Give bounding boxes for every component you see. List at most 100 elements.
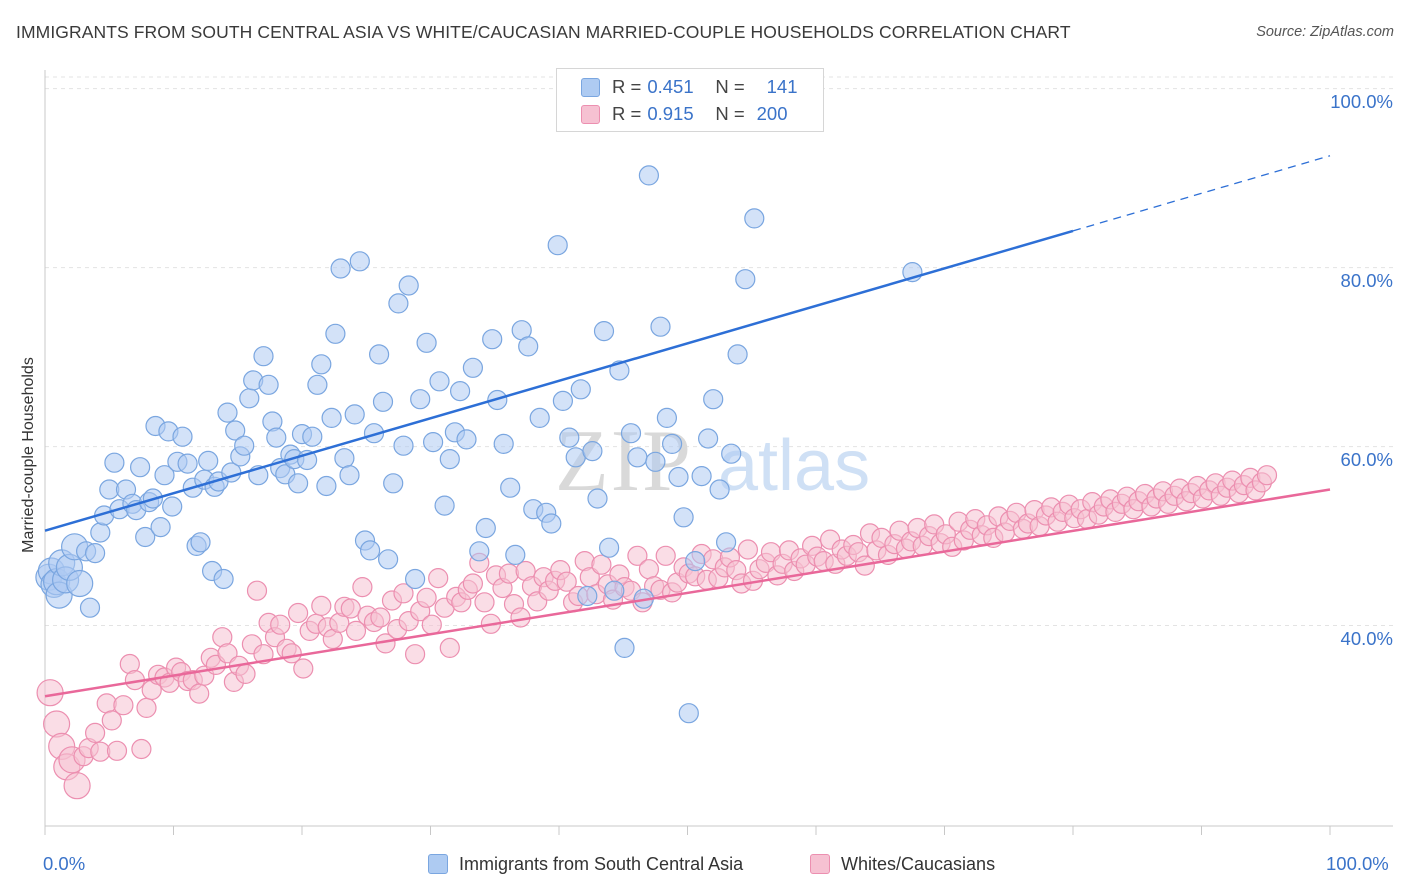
data-point-south-central-asia bbox=[627, 447, 648, 468]
data-point-south-central-asia bbox=[198, 450, 219, 471]
data-point-south-central-asia bbox=[416, 332, 437, 353]
data-point-south-central-asia bbox=[334, 448, 355, 469]
data-point-whites-caucasians bbox=[352, 576, 373, 598]
data-point-south-central-asia bbox=[177, 453, 198, 474]
data-point-south-central-asia bbox=[475, 517, 496, 539]
data-point-south-central-asia bbox=[727, 344, 748, 365]
data-point-south-central-asia bbox=[604, 580, 625, 601]
data-point-south-central-asia bbox=[172, 426, 193, 447]
data-point-whites-caucasians bbox=[556, 571, 577, 592]
data-point-whites-caucasians bbox=[246, 580, 268, 601]
legend-r-value-pink: 0.915 bbox=[647, 103, 694, 124]
x-tick-label-min: 0.0% bbox=[43, 853, 86, 874]
data-point-south-central-asia bbox=[213, 568, 234, 590]
data-point-south-central-asia bbox=[685, 550, 706, 572]
data-point-south-central-asia bbox=[190, 532, 211, 553]
data-point-south-central-asia bbox=[316, 475, 337, 497]
data-point-whites-caucasians bbox=[416, 587, 437, 608]
trendline-whites-caucasians bbox=[44, 488, 1331, 698]
bottom-legend-pink: Whites/Caucasians bbox=[810, 851, 995, 877]
y-tick-label: 60.0% bbox=[1340, 448, 1393, 470]
data-point-south-central-asia bbox=[79, 597, 101, 618]
data-point-south-central-asia bbox=[744, 208, 765, 229]
data-point-south-central-asia bbox=[434, 495, 455, 516]
data-point-whites-caucasians bbox=[462, 573, 483, 594]
data-point-south-central-asia bbox=[349, 251, 370, 272]
data-point-south-central-asia bbox=[529, 407, 550, 428]
data-point-whites-caucasians bbox=[474, 592, 495, 613]
data-point-whites-caucasians bbox=[370, 607, 391, 628]
data-point-south-central-asia bbox=[398, 275, 419, 296]
data-point-south-central-asia bbox=[668, 466, 689, 488]
legend-r-value-blue: 0.451 bbox=[647, 76, 694, 97]
correlation-legend: R = 0.451 N = 141 R = 0.915 N = 200 bbox=[556, 68, 824, 132]
data-point-south-central-asia bbox=[150, 516, 171, 538]
bottom-legend-blue: Immigrants from South Central Asia bbox=[428, 851, 743, 877]
data-point-south-central-asia bbox=[321, 407, 342, 428]
data-point-south-central-asia bbox=[450, 381, 471, 402]
data-point-whites-caucasians bbox=[311, 595, 332, 617]
data-point-south-central-asia bbox=[369, 344, 390, 365]
data-point-south-central-asia bbox=[673, 507, 694, 528]
data-point-whites-caucasians bbox=[113, 695, 134, 716]
trendline-south-central-asia bbox=[44, 229, 1074, 532]
data-point-south-central-asia bbox=[234, 435, 255, 456]
data-point-south-central-asia bbox=[266, 427, 287, 448]
data-point-whites-caucasians bbox=[96, 693, 117, 714]
bottom-legend-swatch-pink bbox=[810, 854, 830, 874]
source-credit: Source: ZipAtlas.com bbox=[1256, 24, 1394, 40]
data-point-whites-caucasians bbox=[253, 644, 274, 665]
data-point-south-central-asia bbox=[570, 379, 591, 400]
data-point-whites-caucasians bbox=[345, 620, 367, 642]
legend-n-value-pink: 200 bbox=[756, 103, 788, 124]
data-point-south-central-asia bbox=[462, 357, 483, 378]
data-point-whites-caucasians bbox=[428, 567, 449, 589]
data-point-south-central-asia bbox=[423, 432, 444, 453]
data-point-south-central-asia bbox=[469, 541, 490, 562]
legend-row-pink: R = 0.915 N = 200 bbox=[581, 102, 788, 126]
data-point-south-central-asia bbox=[721, 443, 742, 464]
data-point-south-central-asia bbox=[691, 466, 712, 487]
x-tick-label-max: 100.0% bbox=[1326, 853, 1389, 874]
data-point-whites-caucasians bbox=[131, 738, 152, 760]
y-axis-label: Married-couple Households bbox=[20, 357, 37, 553]
data-point-south-central-asia bbox=[339, 465, 360, 486]
data-point-south-central-asia bbox=[518, 336, 539, 357]
data-point-whites-caucasians bbox=[136, 697, 157, 719]
data-point-south-central-asia bbox=[429, 371, 450, 392]
data-point-south-central-asia bbox=[559, 427, 580, 448]
data-point-whites-caucasians bbox=[638, 559, 660, 580]
legend-r-label: R = bbox=[612, 76, 642, 97]
data-point-whites-caucasians bbox=[106, 740, 128, 761]
data-point-south-central-asia bbox=[154, 465, 175, 486]
y-tick-label: 100.0% bbox=[1330, 90, 1393, 112]
data-point-south-central-asia bbox=[552, 390, 574, 411]
legend-swatch-blue bbox=[581, 77, 600, 97]
data-point-south-central-asia bbox=[383, 473, 404, 494]
data-point-south-central-asia bbox=[258, 374, 279, 395]
data-point-whites-caucasians bbox=[393, 583, 414, 604]
data-point-south-central-asia bbox=[709, 479, 730, 500]
data-point-south-central-asia bbox=[135, 526, 156, 548]
watermark: ZIP atlas bbox=[555, 413, 870, 510]
data-point-whites-caucasians bbox=[235, 663, 256, 685]
data-point-south-central-asia bbox=[703, 389, 724, 410]
data-point-whites-caucasians bbox=[217, 643, 238, 664]
data-point-south-central-asia bbox=[620, 423, 642, 444]
data-point-south-central-asia bbox=[288, 473, 309, 494]
data-point-south-central-asia bbox=[500, 477, 521, 498]
data-point-whites-caucasians bbox=[101, 710, 122, 731]
data-point-whites-caucasians bbox=[293, 658, 314, 679]
data-point-south-central-asia bbox=[239, 388, 260, 409]
series-south-central-asia-points bbox=[35, 165, 923, 724]
data-point-whites-caucasians bbox=[270, 614, 291, 635]
data-point-south-central-asia bbox=[344, 404, 365, 425]
data-point-south-central-asia bbox=[493, 433, 514, 454]
bottom-legend-label-pink: Whites/Caucasians bbox=[841, 853, 996, 874]
data-point-whites-caucasians bbox=[63, 772, 91, 800]
trendline-south-central-asia-extension bbox=[1072, 155, 1331, 232]
data-point-south-central-asia bbox=[582, 441, 603, 462]
legend-row-blue: R = 0.451 N = 141 bbox=[581, 75, 798, 99]
data-point-south-central-asia bbox=[456, 429, 477, 450]
data-point-south-central-asia bbox=[547, 235, 568, 256]
